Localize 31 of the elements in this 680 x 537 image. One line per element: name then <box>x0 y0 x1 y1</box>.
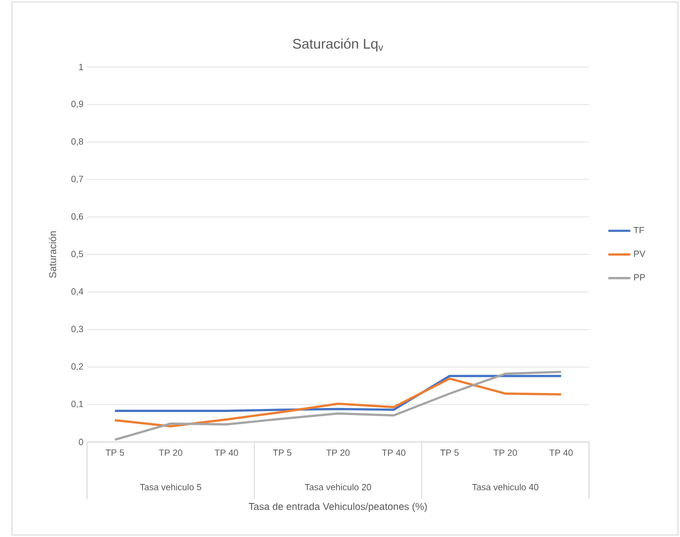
text: Tasa vehiculo 20 <box>304 484 372 490</box>
x-tick-label: TP 20 <box>326 450 350 456</box>
x-tick-label: TP 20 <box>158 450 182 456</box>
y-tick-label: 0,1 <box>71 400 84 408</box>
chart-title: Saturación Lq$_{v}$ <box>292 38 384 52</box>
x-tick-label: TP 20 <box>494 450 517 456</box>
x-tick-label: TP 5 <box>440 450 459 456</box>
y-tick-label: 0,7 <box>71 176 84 184</box>
text: Tasa vehiculo 40 <box>472 484 538 490</box>
x-tick-label: TP 5 <box>272 450 292 456</box>
y-tick-label: 0 <box>78 438 84 446</box>
y-axis-title: Saturación <box>48 231 56 278</box>
x-tick-label: TP 40 <box>214 450 238 456</box>
x-axis-title: Tasa de entrada Vehiculos/peatones (%) <box>248 502 427 512</box>
y-tick-label: 0,2 <box>71 363 84 371</box>
x-tick-label: TP 40 <box>382 450 406 456</box>
y-tick-label: 0,6 <box>71 213 84 221</box>
legend-label: PP <box>634 274 645 280</box>
y-tick-label: 0,9 <box>71 100 84 108</box>
line-series <box>114 378 562 428</box>
y-tick-label: 1 <box>79 64 84 70</box>
y-tick-label: 0,4 <box>71 288 84 296</box>
line-series <box>114 370 562 441</box>
y-tick-label: 0,8 <box>71 138 84 146</box>
legend-label: TF <box>634 227 644 234</box>
text: Tasa vehiculo 5 <box>140 484 202 490</box>
legend-label: PV <box>634 250 646 257</box>
x-tick-label: TP 5 <box>106 450 124 456</box>
y-tick-label: 0,5 <box>71 250 84 258</box>
x-tick-label: TP 40 <box>549 450 573 456</box>
y-tick-label: 0,3 <box>71 326 84 334</box>
